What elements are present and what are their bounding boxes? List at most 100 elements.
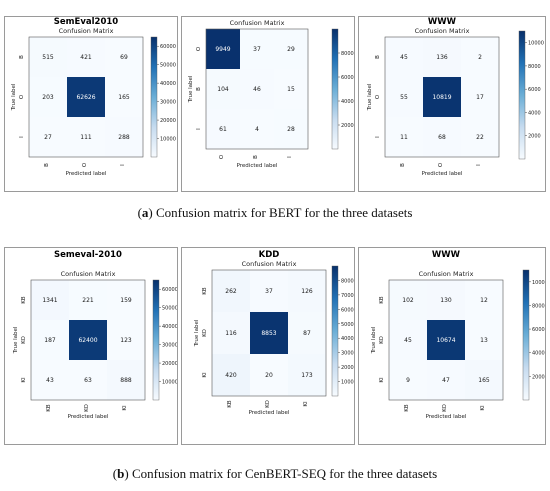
matrix-cell (105, 117, 143, 157)
col-tick-label: KI (122, 405, 128, 411)
col-tick-label: O (219, 154, 225, 159)
colorbar-tick-label: 60000 (160, 44, 176, 50)
cenbert-kdd-panel: KDD Confusion Matrix 262 37 126 116 8853 87 420 2… (181, 247, 355, 445)
cell-value: 111 (80, 134, 92, 141)
chart-title: Confusion Matrix (230, 19, 285, 27)
matrix-cell (67, 117, 105, 157)
cell-value: 61 (219, 126, 227, 133)
matrix-cell (206, 29, 240, 69)
matrix-cell (67, 77, 105, 117)
row-tick-label: O (375, 94, 381, 99)
chart-title: Confusion Matrix (419, 270, 474, 278)
colorbar-tick-label: 20000 (160, 118, 176, 124)
matrix-cell (69, 280, 107, 320)
matrix-cell (385, 77, 423, 117)
cell-value: 15 (287, 86, 295, 93)
cell-value: 10674 (436, 337, 455, 344)
row-tick-label: B (375, 55, 381, 59)
cell-value: 43 (46, 377, 54, 384)
matrix-cell (288, 270, 326, 312)
cell-value: 13 (480, 337, 488, 344)
matrix-cell (212, 270, 250, 312)
cell-value: 159 (120, 297, 132, 304)
matrix-cell (427, 280, 465, 320)
colorbar (522, 269, 530, 401)
colorbar-tick-label: 5000 (341, 322, 354, 328)
cell-value: 37 (265, 288, 273, 295)
cenbert-www-chart: WWW Confusion Matrix 102 130 12 45 10674 13 9 47 1… (371, 250, 545, 420)
row-tick-label: O (196, 46, 202, 51)
cell-value: 11 (400, 134, 408, 141)
chart-title: Confusion Matrix (61, 270, 116, 278)
dataset-title: Semeval-2010 (54, 250, 122, 260)
col-tick-label: B (253, 155, 259, 159)
cell-value: 62400 (78, 337, 97, 344)
row-tick-label: KB (379, 296, 385, 304)
caption-a-letter: a (141, 205, 149, 220)
cell-value: 1341 (42, 297, 57, 304)
cell-value: 221 (82, 297, 94, 304)
cenbert-semeval2010-chart: Semeval-2010 Confusion Matrix 1341 221 159 18… (13, 250, 177, 420)
colorbar-tick-label: 2000 (532, 374, 545, 380)
row-tick-label: KO (21, 336, 27, 344)
row-tick-label: KB (202, 287, 208, 295)
cell-value: 123 (120, 337, 132, 344)
x-axis-label: Predicted label (426, 414, 467, 420)
matrix-cell (274, 69, 308, 109)
cell-value: 116 (225, 330, 237, 337)
col-tick-label: KI (480, 405, 486, 411)
matrix-cell (206, 109, 240, 149)
dataset-title: WWW (428, 17, 457, 27)
dataset-title: SemEval2010 (54, 17, 118, 27)
bert-www-panel: WWW Confusion Matrix 45 136 2 55 10819 17 11 68 22… (358, 16, 546, 192)
row-tick-label: KI (202, 372, 208, 378)
cell-value: 203 (42, 94, 54, 101)
matrix-cell (212, 354, 250, 396)
cell-value: 87 (303, 330, 311, 337)
matrix-cell (385, 117, 423, 157)
cell-value: 420 (225, 372, 237, 379)
cell-value: 102 (402, 297, 414, 304)
caption-b: (b) Confusion matrix for CenBERT-SEQ for… (112, 466, 438, 481)
matrix-cell (274, 109, 308, 149)
matrix-cell (240, 29, 274, 69)
cell-value: 165 (118, 94, 130, 101)
colorbar (331, 28, 339, 150)
matrix-cell (461, 117, 499, 157)
matrix-cell (465, 280, 503, 320)
cell-value: 130 (440, 297, 452, 304)
col-tick-label: I (120, 164, 126, 166)
cell-value: 136 (436, 54, 448, 61)
col-tick-label: KO (442, 404, 448, 412)
cell-value: 45 (404, 337, 412, 344)
matrix-frame (211, 269, 327, 397)
caption-a-text: Confusion matrix for BERT for the three … (156, 205, 413, 220)
cell-value: 421 (80, 54, 92, 61)
matrix-cell (29, 117, 67, 157)
row-tick-label: I (19, 136, 25, 138)
matrix-cell (69, 360, 107, 400)
cell-value: 9949 (215, 46, 230, 53)
cell-value: 262 (225, 288, 237, 295)
cell-value: 47 (442, 377, 450, 384)
cell-value: 29 (287, 46, 295, 53)
x-axis-label: Predicted label (237, 163, 278, 169)
cell-value: 63 (84, 377, 92, 384)
row-tick-label: KO (202, 329, 208, 337)
cell-value: 17 (476, 94, 484, 101)
colorbar-tick-label: 1000 (341, 380, 354, 386)
colorbar-tick-label: 8000 (341, 278, 354, 284)
chart-title: Confusion Matrix (59, 27, 114, 35)
colorbar (150, 36, 158, 158)
matrix-cell (423, 37, 461, 77)
col-tick-label: I (476, 164, 482, 166)
y-axis-label: True label (188, 75, 194, 103)
matrix-cell (29, 37, 67, 77)
colorbar-tick-label: 8000 (532, 303, 545, 309)
col-tick-label: KB (404, 404, 410, 412)
matrix-cell (465, 320, 503, 360)
